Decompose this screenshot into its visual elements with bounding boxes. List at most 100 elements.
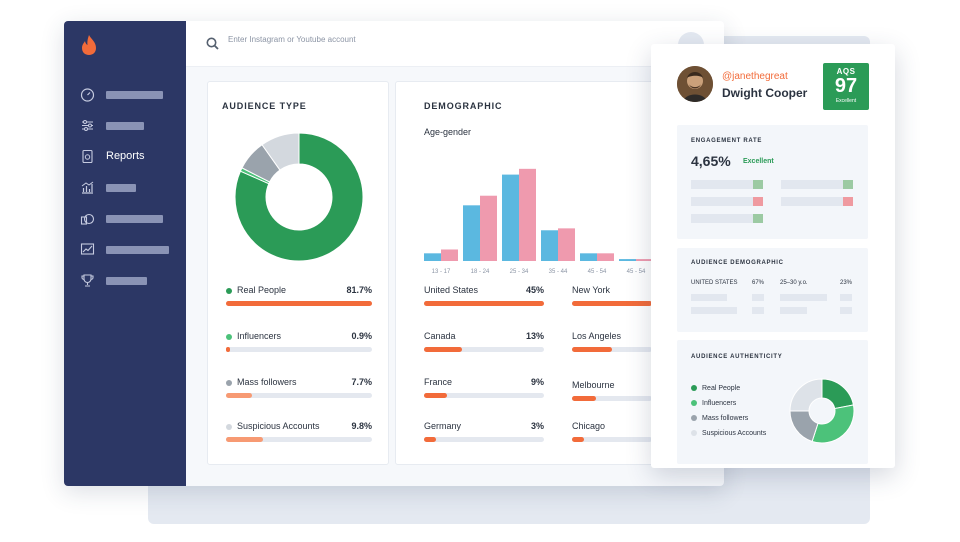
status-flag — [843, 197, 853, 206]
country-label: France — [424, 377, 453, 387]
demo-age: 25–30 y.o. — [780, 280, 808, 286]
engagement-status: Excellent — [743, 158, 774, 165]
progress-fill — [572, 396, 596, 401]
audience-authenticity-card: AUDIENCE AUTHENTICITY Real People Influe… — [677, 340, 868, 464]
sidebar-item-placeholder — [106, 122, 144, 130]
sidebar-item-placeholder — [106, 184, 136, 192]
legend-item: Suspicious Accounts — [691, 430, 766, 437]
country-label: Germany — [424, 421, 462, 431]
progress-track — [226, 301, 372, 306]
chart-bar — [519, 168, 536, 261]
profile-handle[interactable]: @janethegreat — [722, 71, 788, 82]
placeholder-bar — [840, 294, 852, 301]
progress-track — [226, 347, 372, 352]
profile-name: Dwight Cooper — [722, 86, 808, 100]
panel-title: DEMOGRAPHIC — [424, 101, 503, 111]
placeholder-bar — [781, 180, 853, 189]
sidebar-item-placeholder — [106, 246, 169, 254]
audience-type-panel: AUDIENCE TYPE Real People 81.7% Influenc… — [207, 81, 389, 465]
legend-dot — [691, 430, 697, 436]
progress-track — [572, 301, 652, 306]
chart-bar — [480, 195, 497, 261]
placeholder-bar — [780, 294, 827, 301]
sidebar-item-reports[interactable]: Reports — [64, 141, 186, 172]
legend-item: Mass followers — [691, 415, 748, 422]
row-value: 81.7% — [346, 285, 372, 295]
aqs-status: Excellent — [835, 98, 857, 104]
legend-dot — [226, 334, 232, 340]
legend-dot — [691, 400, 697, 406]
placeholder-bar — [840, 307, 852, 314]
progress-fill — [424, 347, 463, 352]
chart-bar — [502, 174, 519, 261]
row-label: Influencers — [237, 331, 282, 341]
progress-fill — [226, 347, 231, 352]
placeholder-bar — [691, 294, 727, 301]
sidebar-item-filters[interactable] — [64, 110, 186, 141]
placeholder-bar — [691, 180, 763, 189]
aqs-badge: AQS 97 Excellent — [823, 63, 869, 110]
sidebar-item-placeholder — [106, 277, 147, 285]
sidebar-item-trends[interactable] — [64, 234, 186, 265]
audience-type-slice — [234, 132, 364, 262]
authenticity-slice — [821, 378, 855, 410]
placeholder-bar — [752, 294, 764, 301]
country-value: 13% — [525, 331, 544, 341]
demo-age-value: 23% — [840, 280, 853, 286]
progress-track — [424, 301, 544, 306]
placeholder-bar — [780, 307, 807, 314]
row-label: Suspicious Accounts — [237, 421, 320, 431]
legend-label: Influencers — [702, 400, 737, 407]
scale-icon — [80, 211, 95, 226]
legend-item: Influencers — [691, 400, 736, 407]
engagement-value: 4,65% — [691, 153, 731, 169]
placeholder-bar — [691, 214, 763, 223]
chart-bar — [619, 259, 636, 261]
row-value: 0.9% — [351, 331, 372, 341]
audience-type-slice — [261, 132, 300, 171]
sidebar-item-analytics[interactable] — [64, 172, 186, 203]
progress-track — [572, 347, 652, 352]
city-label: Chicago — [572, 421, 606, 431]
legend-label: Mass followers — [702, 415, 749, 422]
progress-fill — [226, 437, 263, 442]
legend-label: Real People — [702, 385, 741, 392]
x-tick-label: 13 - 17 — [432, 269, 451, 273]
chart-bar — [424, 253, 441, 261]
panel-title: AUDIENCE TYPE — [222, 101, 307, 111]
search-input[interactable] — [228, 35, 448, 44]
authenticity-donut — [789, 378, 855, 444]
progress-track — [226, 437, 372, 442]
sidebar-item-compare[interactable] — [64, 203, 186, 234]
trophy-icon — [80, 273, 95, 288]
country-label: Canada — [424, 331, 456, 341]
progress-track — [424, 437, 544, 442]
demo-country: UNITED STATES — [691, 280, 738, 286]
sidebar-item-top[interactable] — [64, 265, 186, 296]
legend-dot — [226, 288, 232, 294]
authenticity-slice — [789, 378, 823, 412]
country-value: 3% — [530, 421, 544, 431]
placeholder-bar — [781, 197, 853, 206]
topbar — [186, 21, 724, 67]
avatar[interactable] — [677, 66, 713, 102]
progress-track — [424, 393, 544, 398]
legend-dot — [691, 385, 697, 391]
sidebar-item-label: Reports — [106, 150, 145, 162]
row-value: 9.8% — [351, 421, 372, 431]
placeholder-bar — [752, 307, 764, 314]
avatar-image — [677, 66, 713, 102]
country-value: 9% — [530, 377, 544, 387]
chart-bar — [558, 228, 575, 261]
flame-logo-icon[interactable] — [80, 34, 98, 56]
aqs-score: 97 — [834, 75, 858, 97]
sidebar: Reports — [64, 21, 186, 486]
profile-card: @janethegreat Dwight Cooper AQS 97 Excel… — [651, 44, 895, 468]
age-gender-chart: 13 - 17 18 - 24 25 - 34 35 - 44 45 - 54 45 - … — [424, 168, 653, 273]
chart-subtitle: Age-gender — [424, 127, 472, 137]
sidebar-item-dashboard[interactable] — [64, 79, 186, 110]
app-window: Reports AUDIENCE TYPE — [64, 21, 724, 486]
trend-icon — [80, 242, 95, 257]
chart-bar — [636, 259, 653, 261]
section-title: AUDIENCE AUTHENTICITY — [691, 354, 783, 360]
